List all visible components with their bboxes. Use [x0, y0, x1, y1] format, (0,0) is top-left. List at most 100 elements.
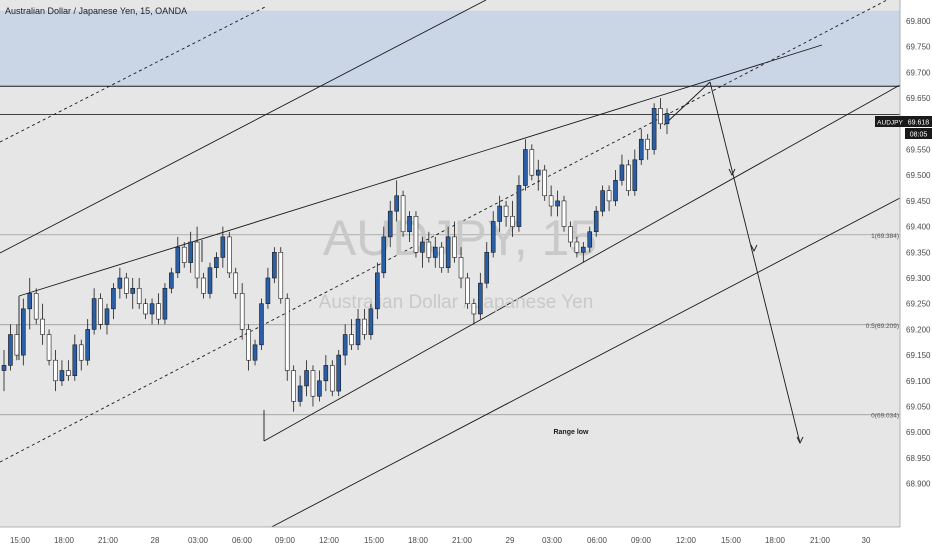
candle-body — [310, 370, 316, 397]
candle-body — [226, 236, 232, 274]
candle-body — [143, 303, 148, 315]
time-tick-label: 03:00 — [188, 536, 209, 545]
price-tick-label: 69.500 — [906, 171, 931, 180]
candle-body — [362, 318, 367, 335]
projection-down-line[interactable] — [709, 81, 801, 444]
candle-body — [542, 169, 547, 197]
candle-body — [194, 241, 200, 279]
candle-body — [117, 277, 123, 289]
candle-body — [124, 277, 129, 294]
time-tick-label: 12:00 — [676, 536, 697, 545]
time-tick-label: 29 — [506, 536, 515, 545]
time-tick-label: 15:00 — [10, 536, 31, 545]
watermark-symbol: AUDJPY, 15 — [323, 210, 597, 266]
candle-body — [478, 282, 483, 315]
candle-body — [149, 303, 155, 315]
fib-level-label: 1(69.384) — [871, 233, 899, 240]
candle-body — [394, 195, 399, 212]
candle-body — [1, 365, 7, 371]
time-tick-label: 21:00 — [810, 536, 831, 545]
candle-body — [606, 190, 612, 202]
candle-body — [593, 210, 599, 233]
candle-body — [72, 344, 78, 376]
mid-channel-dashed-line[interactable] — [0, 0, 888, 463]
candle-body — [568, 226, 573, 243]
lower-channel-line[interactable] — [261, 197, 901, 533]
candle-body — [265, 277, 271, 305]
candle-body — [27, 293, 33, 310]
candle-body — [130, 287, 136, 294]
time-tick-labels: 15:00 18:00 21:00 28 03:00 06:00 09:00 12:00 15:… — [10, 536, 871, 545]
candle-body — [664, 113, 670, 125]
candle-body — [445, 236, 451, 269]
candle-body — [98, 298, 103, 325]
candle-body — [201, 277, 206, 294]
price-tick-label: 69.100 — [906, 377, 931, 386]
candle-body — [59, 370, 65, 382]
projection-arrow-1 — [728, 168, 736, 177]
rising-resistance-line[interactable] — [18, 148, 491, 297]
candle-body — [14, 334, 20, 356]
candle-body — [381, 236, 387, 274]
candle-body — [516, 185, 522, 227]
candle-body — [207, 267, 213, 294]
time-axis[interactable] — [0, 527, 932, 550]
fib-level-labels: 1(69.384) 0.5(69.209) 0(69.034) — [866, 233, 899, 420]
price-badge-countdown: 08:05 — [910, 132, 928, 139]
candle-body — [259, 303, 264, 346]
candle-body — [85, 329, 90, 361]
candle-body — [452, 236, 457, 258]
candle-body — [471, 303, 477, 315]
rising-resistance-extension[interactable] — [489, 44, 823, 150]
candle-body — [317, 380, 322, 397]
candle-body — [613, 180, 618, 202]
candle-body — [188, 241, 193, 263]
candle-body — [156, 303, 161, 320]
upper-channel-line[interactable] — [0, 0, 487, 254]
candle-body — [368, 308, 374, 335]
time-tick-label: 30 — [862, 536, 871, 545]
candle-body — [651, 108, 657, 150]
price-tick-label: 69.150 — [906, 351, 931, 360]
range-high-zone — [0, 10, 900, 87]
horizontal-levels — [0, 85, 900, 416]
candle-body — [304, 370, 309, 387]
price-tick-label: 68.900 — [906, 480, 931, 489]
chart-title: Australian Dollar / Japanese Yen, 15, OA… — [5, 6, 187, 16]
candle-body — [555, 200, 560, 207]
candle-body — [407, 216, 412, 233]
price-tick-label: 69.000 — [906, 428, 931, 437]
projection-up-line[interactable] — [663, 81, 711, 126]
price-tick-label: 69.650 — [906, 94, 931, 103]
candle-body — [66, 370, 71, 376]
candle-body — [233, 272, 239, 294]
candle-body — [40, 318, 45, 335]
time-tick-label: 18:00 — [408, 536, 429, 545]
price-badge-symbol-box — [875, 116, 905, 127]
candle-body — [239, 293, 245, 330]
time-tick-label: 06:00 — [587, 536, 608, 545]
candle-body — [291, 370, 296, 402]
price-axis[interactable] — [900, 0, 932, 550]
time-tick-label: 18:00 — [765, 536, 786, 545]
candle-body — [458, 257, 464, 279]
price-tick-labels: 68.900 68.950 69.000 69.050 69.100 69.150 69.2… — [906, 17, 931, 489]
watermark-name: Australian Dollar / Japanese Yen — [319, 292, 594, 313]
rising-support-line[interactable] — [263, 84, 901, 442]
upper-channel-dashed-line[interactable] — [0, 6, 266, 143]
candle-body — [497, 205, 502, 222]
price-tick-label: 68.950 — [906, 454, 931, 463]
candle-body — [439, 246, 445, 269]
candle-body — [400, 195, 406, 233]
fib-level-label: 0.5(69.209) — [866, 323, 899, 330]
candle-body — [465, 277, 470, 305]
candle-body — [21, 308, 26, 356]
candle-body — [111, 287, 116, 310]
candle-body — [638, 138, 644, 161]
time-tick-label: 09:00 — [631, 536, 652, 545]
projection-arrow-3 — [796, 436, 804, 445]
time-tick-label: 18:00 — [54, 536, 75, 545]
candle-body — [91, 298, 97, 330]
trend-lines[interactable] — [0, 0, 901, 533]
